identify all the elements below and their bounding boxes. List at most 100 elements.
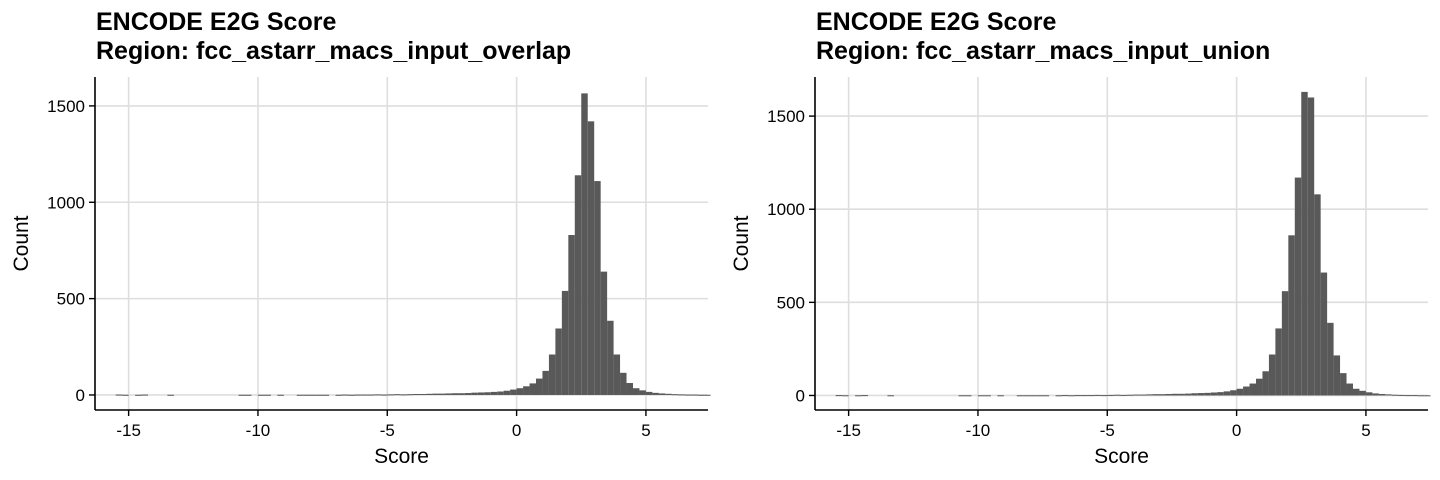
histogram-bar [678, 394, 685, 396]
bars [835, 91, 1431, 397]
histogram-bar [1417, 395, 1425, 397]
histogram-bar [1281, 291, 1289, 396]
histogram-bar [245, 394, 252, 396]
histogram-bar [296, 394, 304, 396]
x-axis-label: Score [1094, 445, 1149, 468]
histogram-bar [309, 394, 317, 396]
histogram-bar [1307, 97, 1315, 396]
histogram-bar [607, 320, 614, 395]
histogram-bar [458, 393, 465, 395]
x-tick-label: -5 [1100, 421, 1115, 440]
histogram-bar [1378, 393, 1386, 396]
y-tick-label: 0 [76, 386, 85, 405]
histogram-union: -15 -10 -5 0 5 0 500 1000 1500 Score Count [730, 77, 1431, 468]
chart-title: ENCODE E2G Score [816, 8, 1057, 36]
histogram-bar [639, 390, 646, 395]
histogram-bar [861, 395, 869, 397]
histogram-bar [1365, 392, 1373, 396]
histogram-bar [439, 393, 446, 395]
histogram-bar [835, 395, 843, 397]
histogram-bar [1184, 393, 1192, 396]
histogram-bar [1352, 388, 1360, 396]
histogram-bar [958, 395, 966, 397]
histogram-bar [419, 394, 427, 396]
y-axis-label: Count [10, 215, 33, 271]
axes: -15 -10 -5 0 5 0 500 1000 1500 [767, 77, 1428, 440]
histogram-bar [1340, 373, 1347, 396]
histogram-bar [1107, 394, 1114, 396]
histogram-overlap: -15 -10 -5 0 5 0 500 1000 1500 Score Count [10, 77, 711, 468]
histogram-bar [1120, 394, 1127, 396]
histogram-bar [1029, 395, 1037, 397]
histogram-bar [354, 394, 362, 396]
histogram-bar [1210, 392, 1218, 396]
histogram-bar [1346, 383, 1353, 396]
histogram-bar [1133, 394, 1140, 396]
histogram-bar [555, 328, 562, 395]
histogram-bar [238, 394, 246, 396]
x-tick-label: 0 [512, 421, 521, 440]
histogram-bar [1288, 235, 1295, 396]
histogram-bar [464, 393, 472, 395]
histogram-bar [632, 388, 640, 395]
histogram-bar [665, 393, 672, 395]
histogram-panel-overlap: ENCODE E2G Score Region: fcc_astarr_macs… [10, 8, 711, 468]
histogram-bar [535, 378, 543, 395]
histogram-bar [426, 393, 433, 395]
histogram-bar [1036, 395, 1043, 397]
histogram-bar [1223, 391, 1231, 396]
histogram-bar [167, 394, 174, 396]
histogram-bar [855, 395, 862, 397]
histogram-bar [1178, 393, 1185, 396]
x-tick-label: -10 [246, 421, 271, 440]
histogram-bar [471, 392, 478, 395]
histogram-panel-union: ENCODE E2G Score Region: fcc_astarr_macs… [720, 0, 1440, 480]
histogram-bar [1016, 395, 1024, 397]
histogram-bar [1243, 386, 1250, 396]
histogram-bar [1068, 395, 1075, 397]
histogram-bar [1294, 177, 1302, 396]
y-tick-label: 1000 [47, 193, 85, 212]
histogram-bar [626, 383, 633, 395]
histogram-bar [257, 394, 265, 396]
histogram-bar [1249, 383, 1256, 396]
histogram-bar [1314, 194, 1321, 396]
chart-subtitle: Region: fcc_astarr_macs_input_union [816, 37, 1271, 65]
chart-title: ENCODE E2G Score [96, 8, 337, 36]
histogram-bar [1100, 395, 1108, 397]
histogram-bar [1236, 388, 1244, 396]
histogram-bar [393, 394, 401, 396]
histogram-bar [400, 394, 407, 396]
histogram-bar [497, 391, 504, 395]
histogram-bar [1126, 394, 1134, 396]
y-tick-label: 1500 [47, 97, 85, 116]
histogram-bar [135, 394, 142, 396]
histogram-bar [671, 394, 679, 396]
histogram-bar [490, 391, 498, 395]
histogram-bar [561, 290, 569, 395]
histogram-bar [484, 392, 491, 395]
histogram-bar [1385, 394, 1392, 396]
histogram-bar [523, 386, 530, 395]
y-tick-label: 500 [57, 290, 85, 309]
histogram-bar [516, 388, 524, 395]
histogram-bar [1359, 390, 1366, 396]
histogram-bar [697, 394, 705, 396]
x-tick-label: -15 [116, 421, 141, 440]
histogram-bar [1139, 394, 1147, 396]
histogram-bar [477, 392, 485, 395]
histogram-bar [704, 394, 711, 396]
histogram-bar [335, 394, 343, 396]
x-tick-label: 5 [641, 421, 650, 440]
y-tick-label: 1500 [767, 107, 805, 126]
histogram-bar [348, 394, 355, 396]
histogram-bar [141, 394, 149, 396]
histogram-bar [594, 181, 601, 395]
histogram-bar [1404, 395, 1412, 397]
histogram-bar [1217, 392, 1224, 396]
histogram-bar [613, 354, 621, 395]
histogram-bar [1320, 272, 1328, 396]
histogram-bar [367, 394, 375, 396]
histogram-bar [1411, 395, 1418, 397]
histogram-bar [342, 394, 349, 396]
